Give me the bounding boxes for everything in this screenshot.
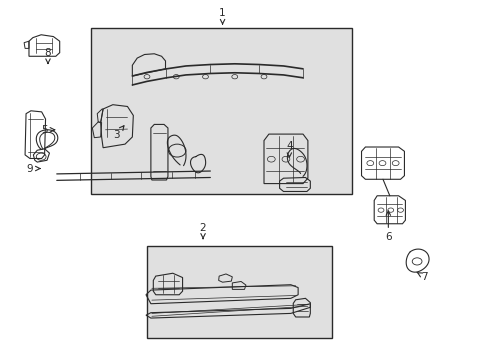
Text: 9: 9 bbox=[26, 163, 33, 174]
Text: 6: 6 bbox=[384, 232, 391, 242]
Bar bbox=[147, 246, 331, 338]
Text: 8: 8 bbox=[44, 48, 51, 58]
Text: 3: 3 bbox=[113, 130, 120, 140]
Bar bbox=[91, 28, 351, 194]
Text: 7: 7 bbox=[421, 272, 427, 282]
Text: 5: 5 bbox=[41, 125, 48, 135]
Text: 2: 2 bbox=[199, 224, 206, 233]
Text: 4: 4 bbox=[285, 141, 292, 151]
Text: 1: 1 bbox=[219, 8, 225, 18]
